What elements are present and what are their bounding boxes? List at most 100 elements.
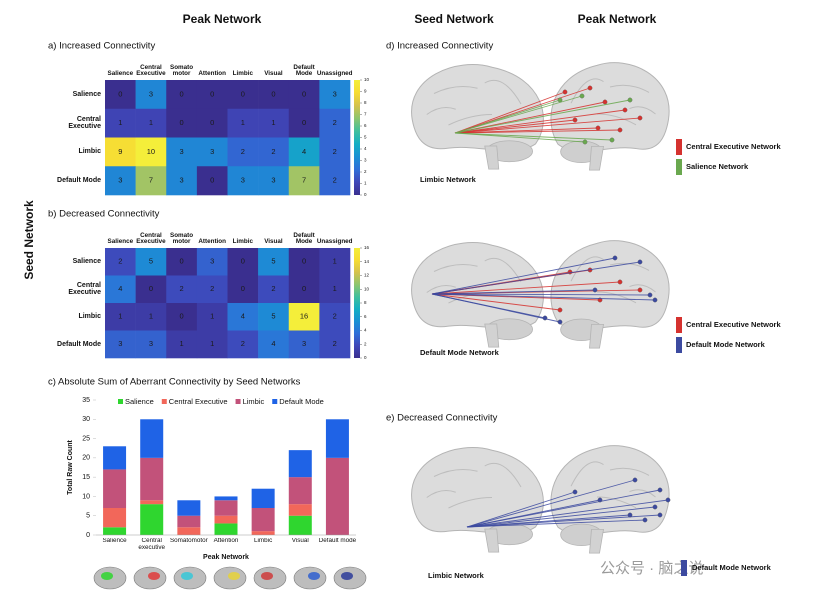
cell-label: 4	[118, 284, 122, 293]
heatmap-cell	[227, 248, 259, 276]
connection	[454, 117, 641, 134]
connection-node	[657, 487, 663, 493]
column-label: Default Mode	[293, 63, 315, 78]
row-label-box: Central Executive	[68, 281, 101, 297]
heatmap-cell	[319, 303, 351, 331]
heatmap-cell	[135, 137, 167, 167]
bar-segment	[214, 523, 238, 535]
connection	[466, 519, 646, 528]
heatmap-cell	[196, 330, 228, 359]
watermark: 公众号 · 脑之说	[600, 560, 703, 577]
cell-label: 1	[271, 118, 275, 127]
connection-node	[637, 287, 643, 293]
connection-node	[557, 307, 563, 313]
row-label: Limbic	[78, 148, 101, 156]
cell-label: 3	[302, 339, 306, 348]
cell-label: 1	[333, 257, 337, 266]
heatmap-cell	[166, 108, 198, 138]
bar-segment	[103, 469, 127, 508]
brain-sulcus	[448, 114, 493, 126]
y-tick-label: 0	[86, 532, 90, 539]
y-axis-label: Total Raw Count	[67, 439, 74, 494]
brain-sulcus	[570, 256, 604, 282]
header: Seed Network	[22, 200, 36, 280]
column-label-box: Visual	[264, 70, 283, 78]
connection-node	[622, 107, 628, 113]
heatmap-cell	[227, 108, 259, 138]
cell-label: 0	[210, 89, 214, 98]
heatmap-cell	[288, 275, 320, 304]
column-label: Unassigned	[316, 238, 353, 246]
row-label: Default Mode	[57, 340, 101, 348]
connection	[466, 499, 601, 528]
column-label: Somato motor	[170, 231, 194, 246]
heatmap-cell	[258, 166, 290, 196]
bar-segment	[251, 488, 275, 508]
heatmap-cell	[288, 137, 320, 167]
cell-label: 5	[149, 257, 153, 266]
cell-label: 0	[210, 176, 214, 185]
bar-segment	[177, 500, 201, 516]
heatmap-cell	[227, 166, 259, 196]
heatmap-cell	[105, 137, 136, 167]
heatmap-cell	[135, 108, 167, 138]
cell-label: 2	[241, 339, 245, 348]
cell-label: 2	[333, 312, 337, 321]
cell-label: 1	[241, 118, 245, 127]
y-tick-label: 20	[82, 455, 90, 462]
row-label: Limbic	[78, 313, 101, 321]
heatmap-cell	[135, 80, 167, 110]
brain	[411, 64, 544, 170]
connection	[466, 491, 576, 528]
heatmap-cell	[288, 330, 320, 359]
column-label: Visual	[264, 70, 283, 78]
cell-label: 2	[271, 284, 275, 293]
connection-node	[602, 99, 608, 105]
bar-segment	[103, 446, 127, 470]
brain	[411, 242, 544, 348]
brain-cortex	[411, 64, 544, 152]
heatmap-cell	[135, 330, 167, 359]
heatmap-cell	[135, 248, 167, 276]
heatmap-cell	[105, 330, 136, 359]
connection-node	[595, 125, 601, 131]
brain-stem	[589, 529, 604, 554]
cell-label: 10	[147, 147, 155, 156]
row-label: Central Executive	[68, 281, 101, 297]
x-tick-label: Default mode	[318, 538, 357, 544]
x-tick-label-box: Limbic	[254, 538, 272, 544]
heatmap-cell	[105, 248, 136, 276]
legend-swatch	[161, 399, 167, 404]
x-tick-label-box: Somatomotor	[170, 538, 208, 544]
heatmap-cell	[258, 330, 290, 359]
colorbar-tick-label: 10	[364, 77, 370, 82]
cell-label: 3	[241, 176, 245, 185]
brain-sulcus	[484, 79, 522, 105]
cell-label: 0	[149, 284, 153, 293]
column-label: Visual	[264, 238, 283, 246]
bar-segment	[288, 515, 312, 535]
cell-label: 16	[300, 312, 308, 321]
cell-label: 5	[271, 257, 275, 266]
legend-swatch	[676, 139, 682, 155]
connection-node	[542, 315, 548, 321]
heatmap-cell	[135, 275, 167, 304]
x-tick-label: Salience	[102, 538, 127, 544]
brain-thumbnail-region	[148, 572, 160, 580]
colorbar-tick-label: 2	[364, 169, 367, 174]
heatmap-cell	[196, 248, 228, 276]
heatmap-cell	[288, 108, 320, 138]
cell-label: 9	[118, 147, 122, 156]
connection-node	[637, 259, 643, 265]
heatmap-cell	[227, 330, 259, 359]
brain	[550, 62, 670, 171]
cell-label: 0	[241, 89, 245, 98]
brain	[411, 447, 544, 553]
header: Peak Network	[578, 12, 657, 26]
cell-label: 3	[210, 257, 214, 266]
colorbar-tick-label: 0	[364, 192, 367, 197]
cell-label: 1	[118, 118, 122, 127]
panel-title: e) Decreased Connectivity	[386, 413, 498, 424]
brain-sulcus	[448, 497, 493, 509]
